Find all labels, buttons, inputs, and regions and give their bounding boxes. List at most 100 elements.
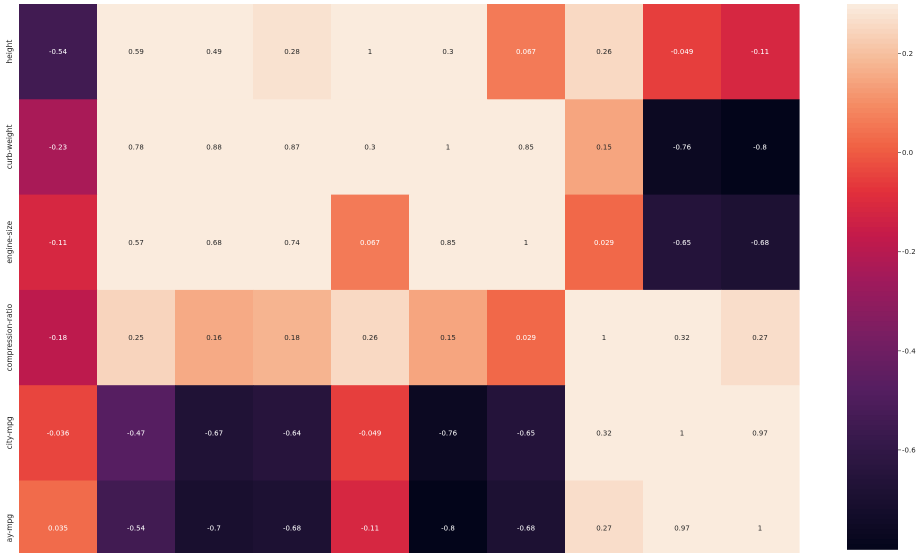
colorbar-segment [847,326,898,332]
colorbar-segment [847,296,898,303]
heatmap-cell [97,289,176,386]
colorbar-segment [847,420,898,426]
colorbar-segment [847,122,898,129]
colorbar-segment [847,484,898,491]
colorbar-segment [847,435,898,441]
colorbar-segment [847,48,898,55]
cell-value-label: -0.8 [753,143,767,151]
heatmap-cell [721,480,800,553]
colorbar-segment [847,103,898,109]
colorbar-segment [847,68,898,75]
heatmap-cell [331,194,410,291]
cell-value-label: 0.57 [128,239,144,247]
heatmap-cell [19,194,98,291]
colorbar-segment [847,395,898,402]
heatmap-cell [643,194,722,291]
heatmap-cell [643,99,722,196]
colorbar-segment [847,137,898,144]
heatmap-cell [253,480,332,553]
cell-value-label: -0.54 [127,525,146,533]
colorbar-segment [847,182,898,189]
colorbar-segment [847,286,898,293]
colorbar-segment [847,98,898,104]
colorbar-segment [847,202,898,208]
colorbar-segment [847,113,898,119]
colorbar-segment [847,162,898,169]
colorbar-segment [847,207,898,213]
colorbar-segment [847,108,898,114]
cell-value-label: 0.78 [128,143,144,151]
colorbar-segment [847,117,898,124]
colorbar-segment [847,301,898,308]
row-label: engine-size [5,220,14,263]
cell-value-label: 0.85 [440,239,456,247]
colorbar-segment [847,251,898,258]
heatmap-cell [175,4,254,100]
colorbar-segment [847,519,898,526]
colorbar-segment [847,489,898,496]
colorbar-segment [847,73,898,80]
row-label: height [5,40,14,64]
cell-value-label: 0.15 [596,143,612,151]
colorbar-segment [847,53,898,60]
colorbar-tick-label: -0.2 [902,248,916,256]
colorbar-tick-label: 0.2 [902,50,913,58]
colorbar-segment [847,425,898,431]
colorbar-segment [847,226,898,233]
row-label: ay-mpg [5,514,14,543]
cell-value-label: 0.029 [594,239,614,247]
colorbar-segment [847,306,898,312]
colorbar-segment [847,18,898,25]
colorbar-segment [847,544,898,550]
colorbar-segment [847,78,898,85]
cell-value-label: -0.7 [207,525,221,533]
colorbar-segment [847,241,898,248]
cell-value-label: -0.68 [283,525,301,533]
colorbar-segment [847,132,898,139]
colorbar-segment [847,454,898,461]
colorbar: 0.2 0.0 -0.2 -0.4 -0.6 [847,4,916,550]
heatmap-cell [175,480,254,553]
heatmap-cell [487,289,566,386]
heatmap-cell [19,289,98,386]
colorbar-segment [847,444,898,451]
heatmap-cell [565,480,644,553]
cell-value-label: -0.68 [517,525,535,533]
heatmap-cell [19,480,98,553]
colorbar-segment [847,43,898,50]
colorbar-segment [847,449,898,456]
colorbar-segment [847,534,898,540]
heatmap-cell [487,194,566,291]
colorbar-segment [847,271,898,278]
heatmap-cell [19,99,98,196]
cell-value-label: 0.74 [284,239,300,247]
colorbar-segment [847,479,898,486]
colorbar-segment [847,415,898,421]
colorbar-segment [847,142,898,149]
cell-value-label: 0.15 [440,334,456,342]
heatmap-cell [409,194,488,291]
colorbar-segment [847,331,898,337]
colorbar-segment [847,355,898,362]
colorbar-segment [847,28,898,35]
cell-value-label: -0.67 [205,429,223,437]
colorbar-segment [847,350,898,357]
cell-value-label: 0.32 [596,429,612,437]
cell-value-label: 0.85 [518,143,534,151]
cell-value-label: 0.25 [128,334,144,342]
heatmap-cell [487,480,566,553]
colorbar-segment [847,360,898,367]
colorbar-segment [847,529,898,535]
cell-value-label: 0.16 [206,334,222,342]
colorbar-segment [847,157,898,164]
colorbar-segment [847,38,898,45]
colorbar-segment [847,231,898,238]
cell-value-label: 0.18 [284,334,300,342]
heatmap-cell [19,4,98,100]
heatmap-cell [409,480,488,553]
colorbar-segment [847,236,898,243]
colorbar-segment [847,504,898,511]
heatmap-cell [331,289,410,386]
heatmap-cell [19,385,98,482]
